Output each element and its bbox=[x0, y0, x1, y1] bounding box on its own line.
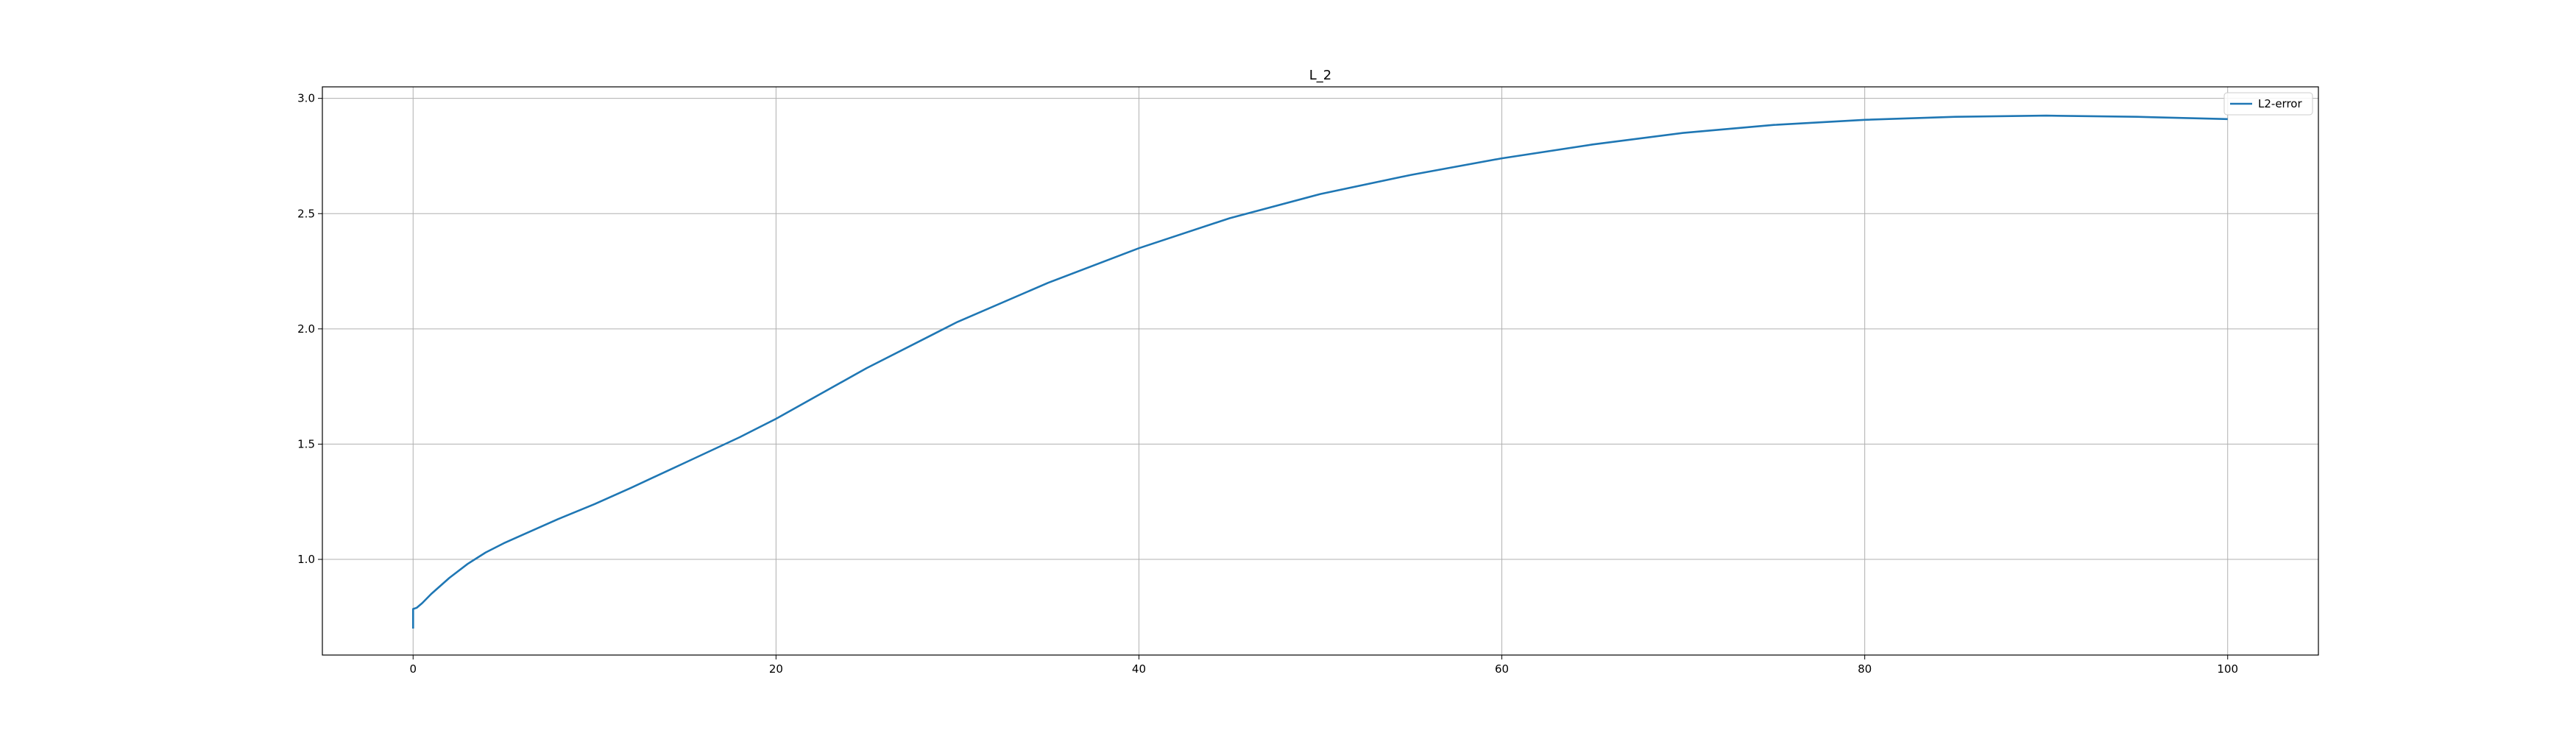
y-tick-label: 2.5 bbox=[297, 207, 315, 220]
series-line-l2-error bbox=[412, 114, 2228, 629]
y-tick-label: 2.0 bbox=[297, 322, 315, 336]
x-tick-label: 60 bbox=[1495, 662, 1509, 676]
y-tick-label: 3.0 bbox=[297, 92, 315, 105]
axis-ticks: 0 20 40 60 80 100 1.0 1.5 2.0 2.5 3.0 bbox=[297, 92, 2238, 676]
legend: L2-error bbox=[2223, 92, 2313, 116]
legend-box bbox=[2223, 92, 2313, 116]
y-tick-label: 1.0 bbox=[297, 553, 315, 566]
legend-label: L2-error bbox=[2258, 97, 2302, 110]
x-tick-label: 20 bbox=[769, 662, 783, 676]
grid bbox=[322, 87, 2318, 655]
x-tick-label: 40 bbox=[1132, 662, 1146, 676]
y-tick-label: 1.5 bbox=[297, 437, 315, 450]
plot-frame bbox=[322, 86, 2319, 656]
chart-title: L_2 bbox=[1309, 68, 1331, 83]
x-tick-label: 80 bbox=[1858, 662, 1872, 676]
x-tick-label: 100 bbox=[2217, 662, 2238, 676]
x-tick-label: 0 bbox=[409, 662, 417, 676]
series-layer bbox=[412, 114, 2228, 629]
